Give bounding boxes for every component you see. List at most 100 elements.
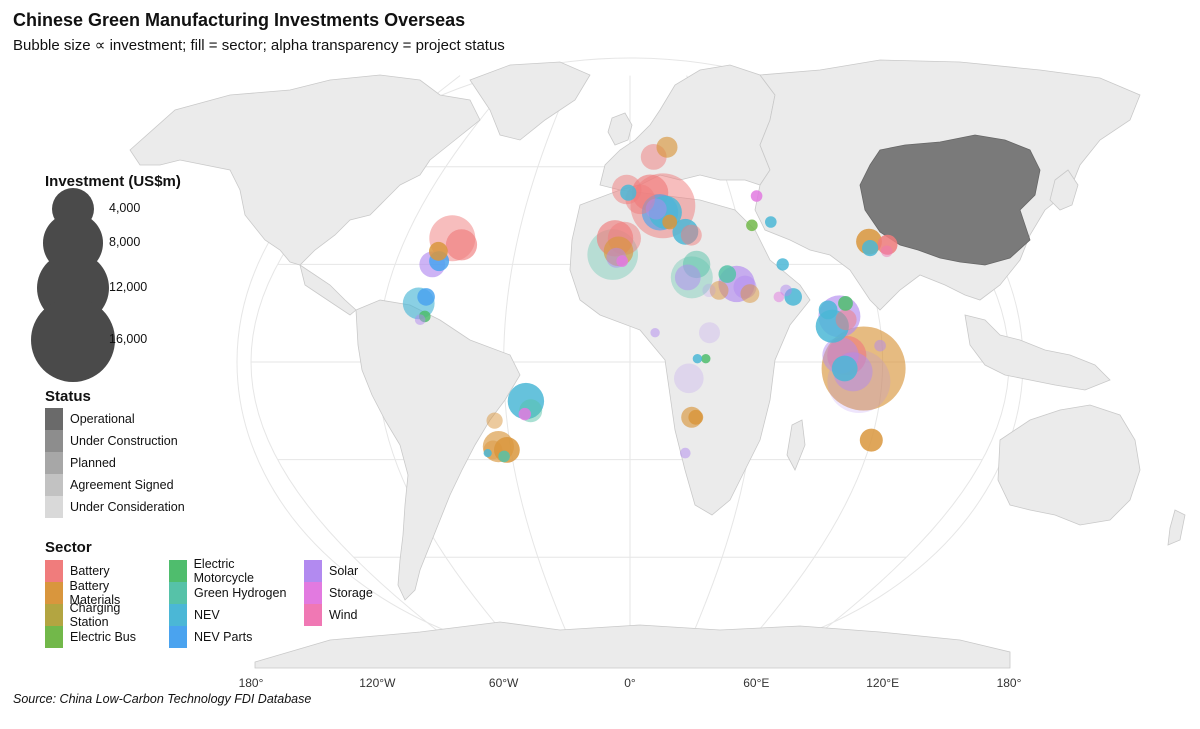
- africa-landmass: [569, 189, 811, 516]
- investment-bubble: [417, 288, 435, 306]
- madagascar-landmass: [786, 419, 806, 471]
- sector-swatch: [169, 604, 187, 626]
- status-label: Operational: [70, 412, 135, 426]
- investment-bubble: [874, 339, 886, 352]
- sector-label: NEV Parts: [194, 630, 253, 644]
- status-label: Agreement Signed: [70, 478, 174, 492]
- sector-legend-item: Battery: [45, 560, 161, 582]
- investment-bubble: [486, 412, 503, 429]
- investment-bubble: [776, 258, 789, 271]
- sector-legend-column: Solar Storage Wind: [304, 560, 373, 648]
- investment-bubble: [835, 309, 857, 331]
- sector-label: Wind: [329, 608, 358, 622]
- sector-label: Solar: [329, 564, 359, 578]
- investment-bubble: [518, 407, 531, 421]
- investment-bubble: [699, 322, 720, 344]
- sector-legend-item: Electric Bus: [45, 626, 161, 648]
- sector-swatch: [304, 582, 322, 604]
- longitude-tick-label: 60°W: [488, 676, 519, 690]
- status-legend-title: Status: [45, 388, 91, 405]
- investment-size-label: 12,000: [109, 280, 148, 294]
- australia-landmass: [997, 404, 1141, 526]
- sector-legend-item: NEV: [169, 604, 296, 626]
- investment-bubble: [818, 300, 838, 320]
- sector-label: Storage: [329, 586, 373, 600]
- sector-label: Electric Bus: [70, 630, 136, 644]
- investment-bubble: [765, 216, 777, 228]
- status-label: Under Construction: [70, 434, 178, 448]
- sector-legend-title: Sector: [45, 539, 92, 556]
- maritime-southeast-asia-landmass: [964, 314, 1111, 391]
- japan-landmass: [1049, 169, 1079, 211]
- investment-bubble: [688, 409, 704, 425]
- investment-bubble: [445, 229, 478, 261]
- investment-bubble: [662, 214, 678, 230]
- sector-label: NEV: [194, 608, 220, 622]
- investment-bubble: [674, 363, 704, 394]
- status-label: Under Consideration: [70, 500, 185, 514]
- sector-swatch: [45, 582, 63, 604]
- investment-bubble: [750, 190, 763, 202]
- status-legend-item: Operational: [45, 408, 185, 430]
- sector-label: Battery: [70, 564, 110, 578]
- longitude-tick-label: 120°E: [866, 676, 900, 690]
- sector-swatch: [45, 626, 63, 648]
- status-swatch: [45, 408, 63, 430]
- investment-bubble: [429, 241, 448, 261]
- status-legend-item: Under Construction: [45, 430, 185, 452]
- sector-swatch: [304, 604, 322, 626]
- sector-legend-item: Battery Materials: [45, 579, 161, 607]
- south-america-landmass: [355, 299, 521, 601]
- chart-subtitle: Bubble size ∝ investment; fill = sector;…: [13, 37, 505, 54]
- investment-bubble: [740, 284, 760, 303]
- investment-size-label: 4,000: [109, 201, 141, 215]
- investment-bubble: [838, 296, 853, 311]
- north-america-landmass: [129, 74, 481, 266]
- investment-bubble: [498, 450, 510, 463]
- investment-bubble: [645, 198, 667, 220]
- sector-legend-item: Storage: [304, 582, 373, 604]
- investment-bubble: [650, 328, 660, 338]
- sector-label: Green Hydrogen: [194, 586, 287, 600]
- sector-legend-item: Charging Station: [45, 601, 161, 629]
- investment-bubble: [692, 354, 703, 364]
- investment-legend-title: Investment (US$m): [45, 173, 181, 190]
- investment-bubble: [414, 314, 426, 326]
- status-swatch: [45, 430, 63, 452]
- longitude-tick-label: 120°W: [359, 676, 396, 690]
- new-zealand-landmass: [1167, 509, 1186, 546]
- status-legend-item: Planned: [45, 452, 185, 474]
- british-isles-landmass: [607, 112, 633, 146]
- status-legend-item: Under Consideration: [45, 496, 185, 518]
- investment-bubbles: [402, 136, 906, 463]
- investment-size-circle: [31, 298, 115, 382]
- status-swatch: [45, 452, 63, 474]
- sector-label: Electric Motorcycle: [193, 557, 255, 585]
- sector-swatch: [169, 582, 187, 604]
- sector-legend-item: Green Hydrogen: [169, 582, 296, 604]
- longitude-tick-label: 180°: [238, 676, 264, 690]
- china-region: [859, 134, 1041, 266]
- sector-legend-item: Solar: [304, 560, 373, 582]
- status-legend-item: Agreement Signed: [45, 474, 185, 496]
- sector-swatch: [169, 560, 187, 582]
- sector-legend-column: Battery Battery Materials Charging Station…: [45, 560, 161, 648]
- investment-bubble: [620, 184, 637, 201]
- investment-bubble: [862, 240, 879, 257]
- sector-legend-item: NEV Parts: [169, 626, 296, 648]
- investment-bubble: [616, 255, 628, 267]
- status-swatch: [45, 496, 63, 518]
- investment-bubble: [859, 428, 883, 452]
- sector-legend-item: Electric Motorcycle: [169, 557, 296, 585]
- status-legend: Status Operational Under Construction Plan…: [45, 388, 185, 518]
- investment-bubble: [680, 224, 702, 246]
- sector-legend: Sector Battery Battery Materials Charging …: [45, 539, 381, 648]
- chart-title: Chinese Green Manufacturing Investments …: [13, 10, 466, 30]
- investment-bubble: [773, 291, 785, 303]
- sector-label: Charging Station: [69, 601, 121, 629]
- investment-bubble: [780, 284, 792, 297]
- investment-bubble: [718, 265, 737, 283]
- sector-swatch: [304, 560, 322, 582]
- investment-bubble: [483, 449, 492, 458]
